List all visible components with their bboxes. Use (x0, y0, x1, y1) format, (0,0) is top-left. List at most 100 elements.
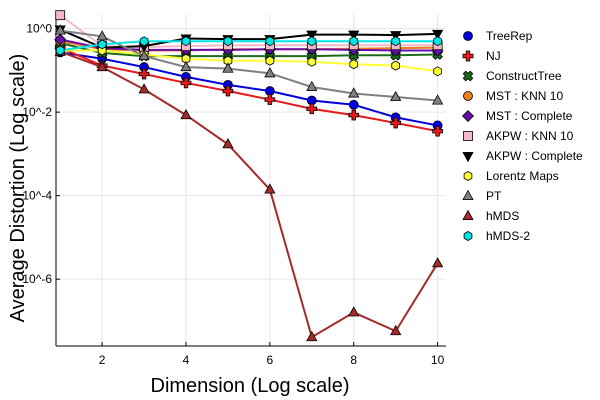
legend-item-mst-knn-10: MST : KNN 10 (463, 89, 563, 103)
series-hmds-2 (55, 36, 442, 56)
data-point-hmds (390, 324, 402, 336)
series-line-constructtree (59, 42, 438, 58)
series-line-hmds (59, 50, 439, 339)
series-nj (54, 42, 443, 137)
legend-label-treerep: TreeRep (486, 29, 533, 43)
legend-marker-akpw-complete (462, 151, 474, 163)
x-tick-label: 10 (431, 353, 445, 367)
x-tick-label: 6 (267, 353, 274, 367)
data-point-hmds-2 (391, 36, 400, 47)
data-point-pt (138, 49, 150, 61)
legend-item-constructtree: ConstructTree (462, 69, 562, 83)
legend-label-constructtree: ConstructTree (486, 69, 562, 83)
data-point-hmds-2 (139, 36, 149, 47)
data-point-hmds-2 (433, 36, 442, 47)
legend-marker-hmds-2 (463, 231, 473, 241)
data-point-pt (390, 90, 402, 102)
data-point-lorentz-maps (307, 56, 317, 67)
data-point-hmds-2 (265, 36, 275, 47)
data-point-treerep (264, 86, 275, 96)
data-point-nj (306, 103, 318, 115)
series-hmds (54, 45, 444, 342)
legend-marker-treerep (463, 31, 473, 41)
legend-label-akpw-knn-10: AKPW : KNN 10 (486, 129, 574, 143)
y-tick-label: 10^-2 (22, 105, 52, 119)
data-point-akpw-complete (390, 31, 402, 42)
data-point-hmds-2 (55, 45, 65, 56)
legend-item-pt: PT (462, 189, 502, 203)
legend-item-akpw-knn-10: AKPW : KNN 10 (463, 129, 574, 143)
x-tick-label: 2 (99, 353, 106, 367)
data-point-lorentz-maps (97, 45, 107, 56)
data-point-lorentz-maps (391, 60, 400, 71)
data-point-pt (348, 87, 360, 98)
legend-marker-constructtree (462, 70, 474, 82)
legend-label-hmds: hMDS (486, 209, 519, 223)
x-tick-label: 4 (183, 353, 190, 367)
legend-marker-mst-knn-10 (463, 91, 473, 101)
data-point-nj (264, 94, 276, 105)
data-point-nj (432, 125, 443, 137)
data-point-hmds (264, 183, 276, 194)
data-point-pt (222, 62, 234, 73)
x-tick-label: 8 (350, 353, 357, 367)
series-layer (54, 10, 444, 342)
legend-label-pt: PT (486, 189, 502, 203)
legend-item-hmds: hMDS (462, 209, 519, 223)
data-point-nj (222, 85, 234, 97)
legend-item-mst-complete: MST : Complete (462, 109, 573, 123)
data-point-hmds (96, 60, 108, 72)
y-tick-label: 10^-6 (22, 272, 52, 286)
series-line-nj (59, 46, 438, 133)
data-point-hmds (348, 306, 360, 317)
data-point-pt (180, 60, 192, 72)
series-line-mst-complete (59, 38, 438, 52)
x-axis-title: Dimension (Log scale) (151, 375, 350, 397)
y-axis-title: Average Distortion (Log scale) (7, 54, 29, 323)
data-point-hmds-2 (97, 39, 107, 50)
legend-marker-akpw-knn-10 (463, 131, 473, 141)
legend-item-akpw-complete: AKPW : Complete (462, 149, 583, 163)
data-point-hmds (431, 257, 444, 268)
data-point-pt (306, 80, 318, 91)
data-point-hmds (306, 330, 318, 342)
data-point-lorentz-maps (265, 55, 275, 66)
data-point-hmds (138, 83, 150, 94)
data-point-hmds-2 (307, 36, 317, 47)
data-point-hmds-2 (223, 36, 233, 47)
series-line-pt (60, 29, 438, 102)
data-point-akpw-complete (431, 29, 444, 41)
legend-label-nj: NJ (486, 49, 501, 63)
series-akpw-knn-10 (55, 10, 443, 53)
data-point-mst-complete (54, 33, 67, 46)
legend-label-hmds-2: hMDS-2 (486, 229, 530, 243)
data-point-treerep (348, 99, 359, 110)
series-pt (54, 24, 444, 105)
data-point-hmds (222, 138, 234, 149)
axes-layer: 2 4 6 8 10 10^0 10^-2 10^-4 10^-6 (22, 14, 446, 367)
data-point-pt (431, 94, 444, 105)
y-tick-label: 10^0 (26, 22, 52, 36)
legend-label-mst-knn-10: MST : KNN 10 (486, 89, 563, 103)
data-point-nj (180, 77, 192, 89)
data-point-hmds-2 (181, 36, 191, 47)
series-line-lorentz-maps (60, 49, 438, 73)
legend-label-akpw-complete: AKPW : Complete (486, 149, 583, 163)
legend-marker-hmds (462, 209, 474, 221)
legend: TreeRep NJ ConstructTree MST : KNN 10 MST : … (462, 29, 583, 243)
legend-marker-constructtree-shape (462, 70, 474, 82)
data-point-nj (138, 68, 150, 80)
data-point-pt (54, 24, 66, 35)
data-point-akpw-knn-10 (55, 10, 66, 21)
legend-marker-pt (462, 189, 474, 201)
data-point-nj (390, 117, 402, 129)
data-point-hmds-2 (349, 36, 359, 47)
data-point-lorentz-maps (349, 59, 359, 70)
legend-marker-mst-complete (462, 110, 474, 122)
y-tick-label: 10^-4 (22, 189, 52, 203)
data-point-nj (348, 109, 360, 121)
legend-item-nj: NJ (462, 49, 501, 63)
legend-item-lorentz-maps: Lorentz Maps (463, 169, 559, 183)
data-point-akpw-complete (306, 30, 318, 41)
